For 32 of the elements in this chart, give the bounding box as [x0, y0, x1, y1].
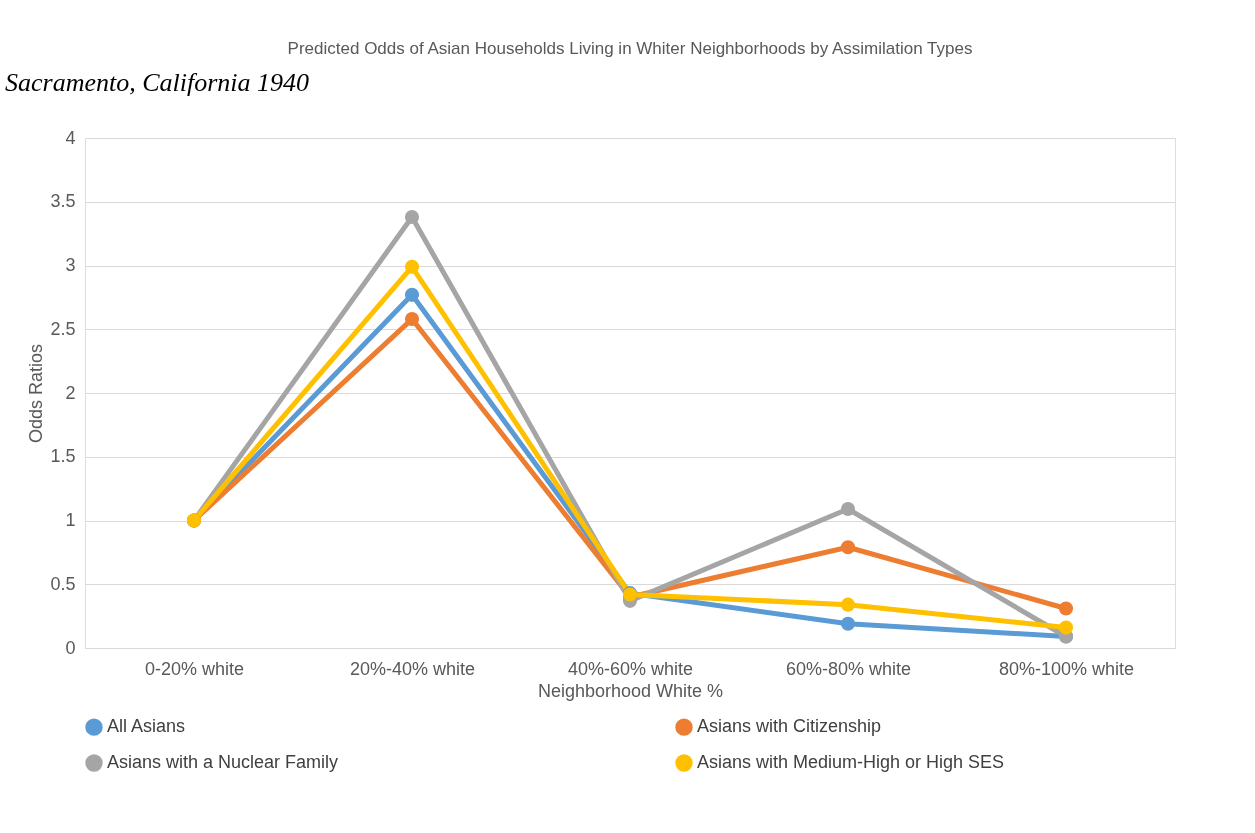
point — [404, 287, 420, 302]
point — [840, 540, 856, 555]
x-tick-label: 60%-80% white — [785, 658, 912, 679]
y-tick-label: 2 — [65, 382, 76, 403]
y-tick-label: 0.5 — [50, 573, 76, 594]
y-tick-label: 3.5 — [50, 191, 76, 212]
y-axis-title: Odds Ratios — [26, 343, 47, 444]
point — [840, 597, 856, 612]
x-tick-label: 80%-100% white — [998, 658, 1135, 679]
text: Sacramento, California 1940 — [5, 68, 310, 97]
legend-label: Asians with Citizenship — [697, 716, 882, 737]
point — [840, 501, 856, 517]
point — [840, 616, 856, 631]
legend-label: Asians with a Nuclear Family — [107, 752, 339, 772]
x-tick-label: 20%-40% white — [349, 658, 476, 679]
y-tick-label: 2.5 — [50, 318, 76, 339]
y-tick-label: 1.5 — [50, 446, 76, 467]
legend-label: All Asians — [107, 716, 186, 737]
x-axis-title: Neighborhood White % — [537, 680, 724, 701]
point — [404, 259, 420, 274]
chart-title: Predicted Odds of Asian Households Living in Whiter Neighborhoods by Assimilation Types — [287, 39, 973, 58]
point — [1058, 601, 1074, 616]
y-tick-label: 3 — [65, 255, 76, 275]
y-tick-label: 1 — [65, 510, 76, 530]
y-tick-label: 4 — [65, 127, 76, 148]
y-tick-label: 0 — [65, 637, 76, 658]
legend-label: Asians with Medium-High or High SES — [697, 752, 1005, 772]
x-tick-label: 40%-60% white — [567, 658, 694, 679]
x-tick-label: 0-20% white — [144, 658, 245, 679]
point — [404, 311, 420, 327]
point — [404, 209, 420, 225]
point — [1058, 620, 1074, 635]
